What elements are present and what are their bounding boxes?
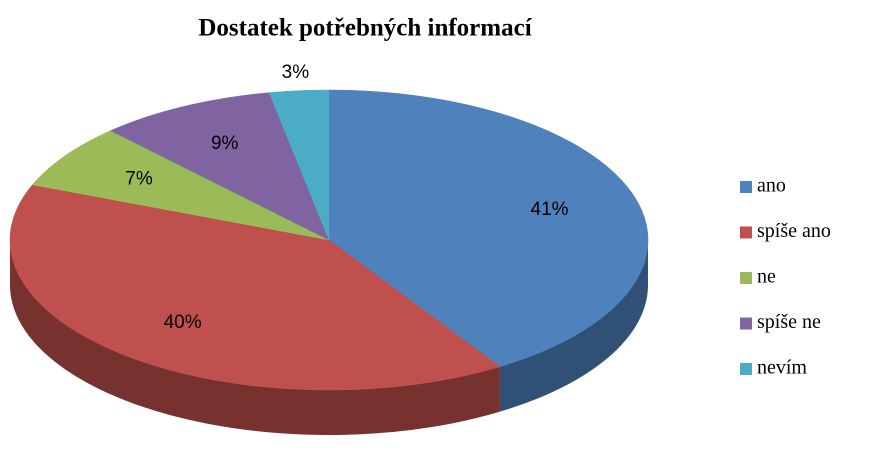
legend-label: ne [757,266,776,288]
data-label: 40% [164,312,202,333]
pie-side [10,240,500,435]
pie-slice [268,89,330,241]
legend-label: ano [757,175,786,197]
pie-slice [31,130,330,241]
pie-slice [110,92,330,241]
legend-swatch [740,317,752,330]
legend-label: nevím [757,357,807,379]
data-label: 41% [531,199,569,220]
data-label: 9% [211,133,239,154]
legend-label: spíše ne [757,311,821,333]
legend-swatch [740,272,752,284]
legend-swatch [740,181,752,193]
data-label: 3% [282,62,310,83]
pie-side [499,240,648,412]
pie-slice [9,184,501,391]
legend-swatch [740,226,752,239]
data-label: 7% [125,168,153,189]
pie-slice [328,89,649,367]
legend-label: spíše ano [757,220,831,242]
chart-title: Dostatek potřebných informací [198,15,532,42]
legend-swatch [740,363,752,375]
